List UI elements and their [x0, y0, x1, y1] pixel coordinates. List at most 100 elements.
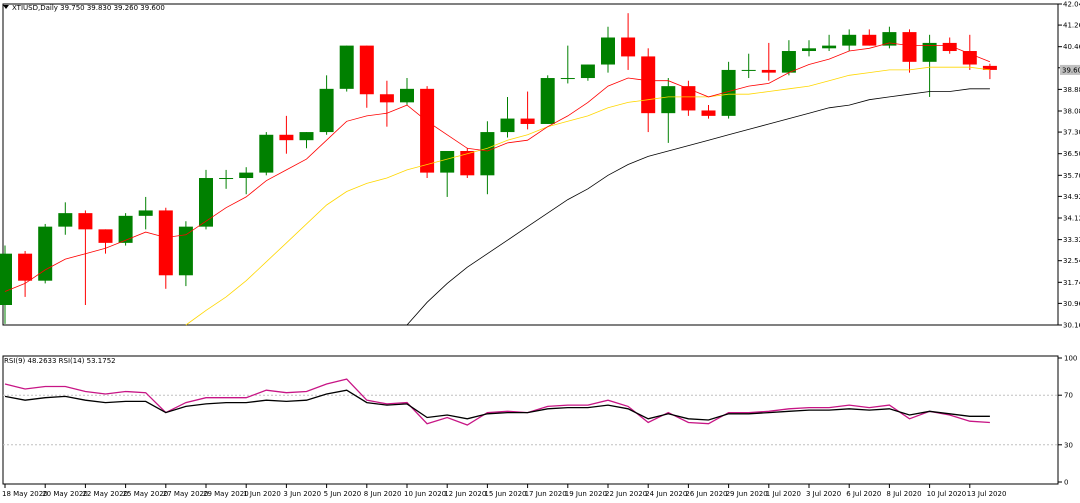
ma-fast-line: [4, 42, 991, 292]
candle-body: [78, 213, 93, 230]
candle-body: [299, 132, 314, 141]
price-tick-label: 34.920: [1063, 193, 1080, 201]
price-tick-label: 40.460: [1063, 43, 1080, 51]
candle-body: [580, 64, 595, 79]
current-price-label: 39.600: [1062, 66, 1080, 74]
time-tick-label: 8 Jul 2020: [886, 490, 921, 498]
candle: [701, 105, 716, 119]
candle-body: [460, 150, 475, 176]
candle: [520, 91, 535, 130]
triangle-down-icon[interactable]: [3, 5, 9, 9]
candle: [259, 132, 274, 176]
candle-body: [319, 88, 334, 133]
candle: [781, 40, 796, 76]
candle: [38, 223, 53, 284]
candle-body: [199, 178, 213, 227]
time-tick-label: 26 Jun 2020: [685, 490, 727, 498]
candle: [802, 40, 816, 57]
candle: [58, 202, 73, 235]
candle-body: [420, 88, 435, 173]
symbol-header: XTIUSD,Daily 39.750 39.830 39.260 39.600: [12, 4, 165, 12]
candle: [199, 169, 213, 230]
time-tick-label: 3 Jul 2020: [806, 490, 841, 498]
candle: [118, 213, 133, 246]
candle: [178, 221, 193, 287]
rsi-pane-border: [2, 355, 1059, 485]
time-tick-label: 6 Jul 2020: [846, 490, 881, 498]
time-tick-label: 18 May 2020: [2, 490, 48, 498]
candle: [661, 78, 676, 143]
ma-mid-line: [185, 66, 990, 326]
candle: [98, 229, 113, 254]
candle-body: [219, 178, 234, 180]
candle: [138, 196, 153, 230]
candle-body: [500, 118, 515, 133]
candle-body: [279, 134, 294, 141]
rsi-header: RSI(9) 48.2633 RSI(14) 53.1752: [4, 357, 116, 365]
candle: [560, 45, 575, 84]
rsi-tick-label: 100: [1064, 355, 1077, 363]
price-title: XTIUSD,Daily 39.750 39.830 39.260 39.600: [3, 4, 165, 12]
candle: [681, 80, 696, 116]
candle-body: [18, 253, 33, 281]
candle-body: [58, 213, 73, 227]
time-tick-label: 22 Jun 2020: [605, 490, 647, 498]
time-tick-label: 25 May 2020: [123, 490, 169, 498]
time-tick-label: 5 Jun 2020: [324, 490, 362, 498]
candle: [78, 210, 93, 306]
time-tick-label: 10 Jun 2020: [404, 490, 446, 498]
candle: [279, 115, 294, 154]
candle: [721, 61, 736, 119]
time-tick-label: 15 Jun 2020: [484, 490, 526, 498]
ma-slow-line: [406, 88, 990, 326]
candle-body: [902, 32, 917, 62]
candle: [862, 29, 877, 46]
candle: [922, 34, 937, 97]
candle-body: [0, 253, 12, 306]
candle: [400, 78, 414, 106]
candle-body: [379, 94, 394, 103]
rsi-tick-label: 70: [1064, 392, 1073, 400]
candle: [158, 207, 173, 289]
price-tick-label: 36.500: [1063, 150, 1080, 158]
candle: [219, 169, 234, 189]
price-tick-label: 33.320: [1063, 236, 1080, 244]
candle-body: [339, 45, 354, 89]
candle: [420, 86, 435, 179]
candle: [601, 26, 615, 73]
time-tick-label: 12 Jun 2020: [444, 490, 486, 498]
candle-body: [962, 51, 977, 65]
candle-body: [681, 86, 696, 111]
candle: [319, 75, 334, 135]
candle: [359, 45, 374, 108]
candle: [299, 132, 314, 149]
candle-body: [601, 37, 615, 65]
candle-body: [560, 78, 575, 80]
time-tick-label: 19 Jun 2020: [565, 490, 607, 498]
candle: [18, 250, 33, 297]
candle: [239, 167, 254, 195]
time-tick-label: 17 Jun 2020: [525, 490, 567, 498]
candle-body: [741, 69, 756, 71]
candle-body: [480, 132, 495, 176]
candle-body: [621, 37, 636, 57]
candle-body: [862, 34, 877, 46]
candle: [621, 13, 636, 70]
price-tick-label: 35.700: [1063, 172, 1080, 180]
candle-body: [98, 229, 113, 243]
time-tick-label: 13 Jul 2020: [967, 490, 1007, 498]
candle-body: [440, 150, 455, 173]
candle-body: [922, 42, 937, 62]
time-tick-label: 24 Jun 2020: [645, 490, 687, 498]
price-tick-label: 38.880: [1063, 86, 1080, 94]
candle: [580, 64, 595, 81]
price-tick-label: 30.160: [1063, 322, 1080, 330]
candle-body: [239, 172, 254, 179]
moving-averages: [4, 42, 991, 326]
time-tick-label: 29 May 2020: [203, 490, 249, 498]
candle: [540, 75, 555, 124]
time-tick-label: 20 May 2020: [42, 490, 88, 498]
candle: [741, 53, 756, 79]
